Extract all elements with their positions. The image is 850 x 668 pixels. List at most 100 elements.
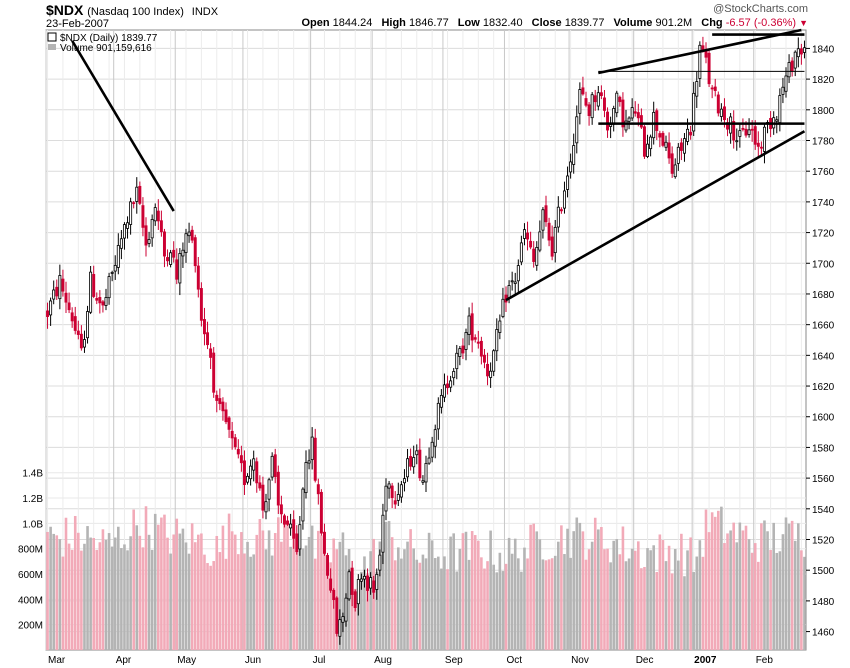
candle-body [89, 271, 93, 313]
candle-body [652, 111, 656, 139]
candle [76, 320, 80, 340]
volume-bar [437, 556, 440, 650]
volume-bar [147, 534, 151, 650]
candle [202, 307, 206, 346]
volume-bar [338, 541, 342, 650]
candle [495, 318, 499, 362]
candle-body [424, 463, 428, 483]
candle-body [513, 281, 517, 284]
candle [492, 349, 496, 377]
candle-body [76, 330, 80, 335]
volume-bar [261, 530, 265, 650]
candle-body [433, 429, 437, 447]
candle [286, 515, 290, 526]
candle [753, 120, 757, 150]
volume-bar [729, 530, 732, 650]
volume-bar [646, 548, 649, 650]
ohlc-label-close: Close [531, 17, 565, 29]
volume-bar [707, 532, 711, 650]
candle-body [304, 462, 308, 494]
candle-body [366, 575, 370, 591]
volume-bar [52, 533, 55, 650]
month-label: Sep [445, 655, 463, 666]
volume-bar [710, 512, 714, 650]
candle-body [522, 229, 526, 239]
candle [79, 325, 83, 351]
candle [698, 41, 702, 88]
candle-body [799, 48, 803, 55]
candle [676, 143, 680, 171]
candle-body [535, 246, 539, 266]
volume-bar [237, 554, 240, 650]
volume-bar [363, 556, 366, 650]
candle-body [658, 133, 662, 138]
volume-bar [581, 531, 585, 650]
candle [276, 465, 280, 514]
candle-body [144, 225, 148, 246]
candle-body [430, 441, 434, 458]
candle-body [473, 337, 477, 340]
candle [796, 37, 800, 68]
volume-bar [461, 533, 465, 650]
candle [553, 219, 557, 263]
candle-body [796, 48, 800, 58]
candle-body [667, 142, 671, 159]
candle [95, 292, 99, 305]
candle [621, 92, 625, 137]
volume-bar [92, 538, 95, 650]
candle-body [566, 175, 570, 190]
candle-body [750, 128, 754, 131]
candle [366, 568, 370, 602]
candle [273, 448, 277, 484]
candle-body [784, 75, 788, 92]
volume-bar [689, 537, 692, 650]
candle-body [409, 456, 413, 467]
candle-body [492, 350, 496, 372]
candle-body [313, 437, 317, 481]
candle [332, 588, 336, 609]
candle-body [590, 94, 594, 119]
candle [295, 525, 299, 555]
month-label: Nov [571, 655, 589, 666]
candle-body [618, 96, 622, 103]
volume-bar [747, 539, 751, 650]
candle [710, 85, 714, 99]
candle-body [196, 265, 200, 290]
candle-body [199, 288, 203, 321]
price-tick-label: 1480 [812, 597, 835, 608]
volume-bar [252, 554, 255, 650]
candle-body [298, 524, 302, 550]
candle [519, 235, 523, 266]
candle [92, 265, 96, 299]
candle-body [778, 95, 782, 124]
volume-bar [590, 541, 594, 650]
candle-body [550, 236, 554, 257]
candle-body [689, 131, 693, 136]
candle [52, 280, 56, 305]
volume-bar [464, 531, 468, 650]
candle-body [381, 514, 385, 553]
volume-bar [280, 541, 283, 650]
candle [46, 302, 50, 329]
candle-body [452, 371, 456, 379]
candle-body [301, 488, 305, 522]
candle [347, 569, 351, 601]
candle-body [781, 86, 785, 95]
volume-bar [618, 554, 622, 650]
candle [732, 110, 736, 149]
candle-body [239, 455, 243, 464]
candle-body [61, 278, 65, 292]
volume-bar [510, 553, 514, 650]
candle [89, 265, 93, 315]
candle [55, 279, 59, 301]
volume-bar [384, 521, 388, 650]
candle [667, 132, 671, 164]
candle-body [107, 276, 111, 299]
volume-bar [560, 525, 563, 650]
volume-bar [135, 525, 139, 650]
price-tick-label: 1780 [812, 136, 835, 147]
candle [242, 450, 246, 495]
volume-bar [652, 545, 655, 650]
candle [129, 197, 133, 235]
